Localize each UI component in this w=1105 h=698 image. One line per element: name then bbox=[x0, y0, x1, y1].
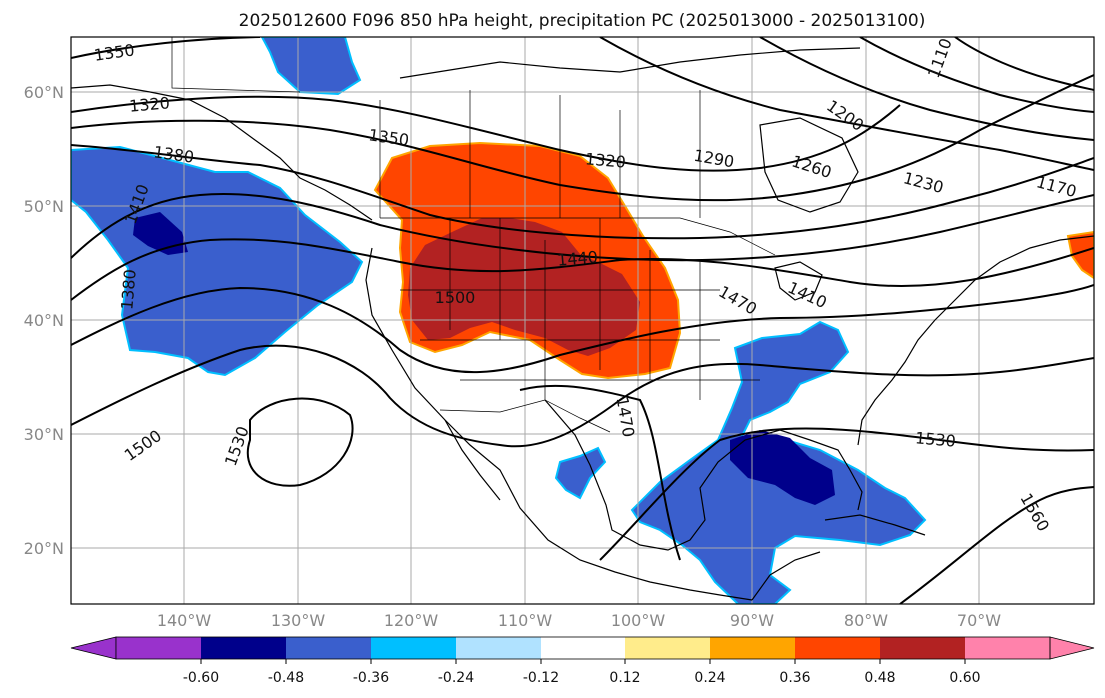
lon-label-80w: 80°W bbox=[844, 611, 888, 630]
contour-1530-ring bbox=[247, 397, 354, 487]
lon-label-120w: 120°W bbox=[384, 611, 439, 630]
arctic-coast bbox=[399, 47, 861, 79]
colorbar-tick-label: -0.24 bbox=[438, 670, 474, 686]
colorbar-tick-label: 0.48 bbox=[864, 670, 895, 686]
lon-label-100w: 100°W bbox=[611, 611, 666, 630]
colorbar-tick-label: -0.36 bbox=[353, 670, 389, 686]
contour-label: 1320 bbox=[584, 149, 626, 171]
alaska-negative-area bbox=[260, 37, 362, 96]
state-lines-1 bbox=[449, 218, 701, 400]
contour-1560 bbox=[899, 486, 1094, 604]
lat-label-20n: 20°N bbox=[24, 539, 64, 558]
coastlines bbox=[71, 47, 1094, 601]
contour-label: 1380 bbox=[117, 268, 139, 310]
colorbar-tick-label: 0.24 bbox=[694, 670, 725, 686]
longitude-labels: 140°W 130°W 120°W 110°W 100°W 90°W 80°W … bbox=[157, 611, 1001, 630]
map-area bbox=[71, 37, 1094, 604]
colorbar: -0.60 -0.48 -0.36 -0.24 -0.12 0.12 0.24 … bbox=[70, 636, 1095, 686]
colorbar-tick-label: 0.36 bbox=[779, 670, 810, 686]
colorbar-segment bbox=[625, 637, 710, 659]
figure-title: 2025012600 F096 850 hPa height, precipit… bbox=[239, 11, 926, 31]
contour-1500 bbox=[71, 344, 1094, 448]
contour-1350 bbox=[71, 74, 1094, 202]
lon-label-130w: 130°W bbox=[271, 611, 326, 630]
colorbar-segment bbox=[70, 636, 117, 660]
contour-northeast-3 bbox=[859, 37, 1094, 113]
lat-label-50n: 50°N bbox=[24, 197, 64, 216]
gridlines bbox=[71, 37, 1094, 604]
contour-1440 bbox=[71, 238, 1094, 301]
lon-label-110w: 110°W bbox=[498, 611, 553, 630]
colorbar-segment bbox=[1049, 636, 1095, 660]
contour-1350-nw bbox=[71, 37, 261, 59]
lat-label-60n: 60°N bbox=[24, 83, 64, 102]
contour-label: 1500 bbox=[435, 288, 476, 307]
hudson-bay bbox=[759, 117, 859, 213]
great-lakes bbox=[774, 261, 823, 301]
contour-northeast-1 bbox=[599, 37, 1094, 171]
colorbar-segment bbox=[201, 637, 286, 659]
state-lines-2 bbox=[400, 289, 760, 381]
mexico-negative-patch bbox=[554, 446, 607, 500]
colorbar-segment bbox=[541, 637, 625, 659]
contour-1530 bbox=[599, 427, 1094, 561]
lon-label-140w: 140°W bbox=[157, 611, 212, 630]
alaska-coast bbox=[71, 84, 373, 221]
contour-label: 1530 bbox=[914, 428, 956, 450]
canada-provinces bbox=[379, 90, 701, 218]
contour-1470 bbox=[71, 284, 1094, 374]
colorbar-segment bbox=[965, 637, 1050, 659]
colorbar-tick-label: -0.12 bbox=[523, 670, 559, 686]
contour-1470-south bbox=[519, 384, 681, 561]
colorbar-tick-label: 0.12 bbox=[609, 670, 640, 686]
colorbar-tick-label: 0.60 bbox=[949, 670, 980, 686]
contour-1320 bbox=[71, 95, 901, 172]
cuba bbox=[824, 514, 926, 536]
colorbar-tick-label: -0.60 bbox=[183, 670, 219, 686]
colorbar-segment bbox=[116, 637, 201, 659]
contour-label: 1320 bbox=[128, 93, 170, 115]
contour-northeast-4 bbox=[954, 37, 1094, 91]
borders bbox=[171, 37, 776, 433]
latitude-labels: 60°N 50°N 40°N 30°N 20°N bbox=[24, 83, 64, 558]
contour-label: 1440 bbox=[556, 247, 598, 269]
lat-label-40n: 40°N bbox=[24, 311, 64, 330]
colorbar-segment bbox=[795, 637, 880, 659]
colorbar-segment bbox=[880, 637, 965, 659]
contour-1380 bbox=[71, 144, 1094, 240]
colorbar-frame bbox=[115, 636, 1051, 660]
colorbar-segment bbox=[286, 637, 371, 659]
colorbar-tick-label: -0.48 bbox=[268, 670, 304, 686]
lat-label-30n: 30°N bbox=[24, 425, 64, 444]
east-coast bbox=[857, 235, 1094, 446]
precip-shading bbox=[71, 37, 1094, 604]
colorbar-segment bbox=[371, 637, 456, 659]
us-strong-positive-area bbox=[408, 218, 640, 356]
atlantic-positive-patch bbox=[1066, 230, 1094, 280]
contour-1410 bbox=[71, 193, 1094, 262]
pacific-strong-negative bbox=[133, 212, 188, 255]
gulf-coast bbox=[544, 399, 863, 551]
height-contours bbox=[71, 37, 1094, 604]
west-coast bbox=[365, 247, 753, 601]
gulf-strong-negative bbox=[730, 430, 835, 505]
lon-label-90w: 90°W bbox=[730, 611, 774, 630]
map-frame bbox=[70, 36, 1095, 605]
colorbar-segment bbox=[710, 637, 795, 659]
lon-label-70w: 70°W bbox=[957, 611, 1001, 630]
contour-northeast-2 bbox=[759, 37, 1094, 141]
central-america bbox=[751, 551, 821, 601]
alaska-border bbox=[171, 37, 301, 93]
colorbar-ticks bbox=[200, 659, 966, 664]
colorbar-segment bbox=[456, 637, 541, 659]
